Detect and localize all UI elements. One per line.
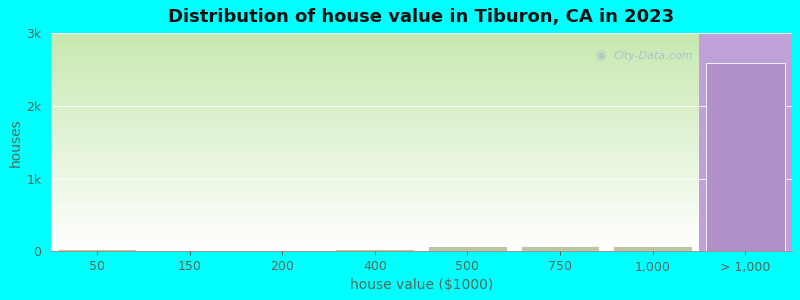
Bar [335, 249, 414, 251]
Text: ◉: ◉ [595, 49, 606, 62]
Bar [521, 246, 599, 251]
Bar [243, 250, 322, 251]
Title: Distribution of house value in Tiburon, CA in 2023: Distribution of house value in Tiburon, … [168, 8, 674, 26]
Y-axis label: houses: houses [8, 118, 22, 167]
Bar [150, 250, 229, 251]
Bar [706, 62, 785, 251]
X-axis label: house value ($1000): house value ($1000) [350, 278, 493, 292]
Text: City-Data.com: City-Data.com [614, 51, 694, 61]
Bar [699, 33, 792, 251]
Bar [428, 246, 507, 251]
Bar [58, 249, 136, 251]
Bar [614, 246, 692, 251]
